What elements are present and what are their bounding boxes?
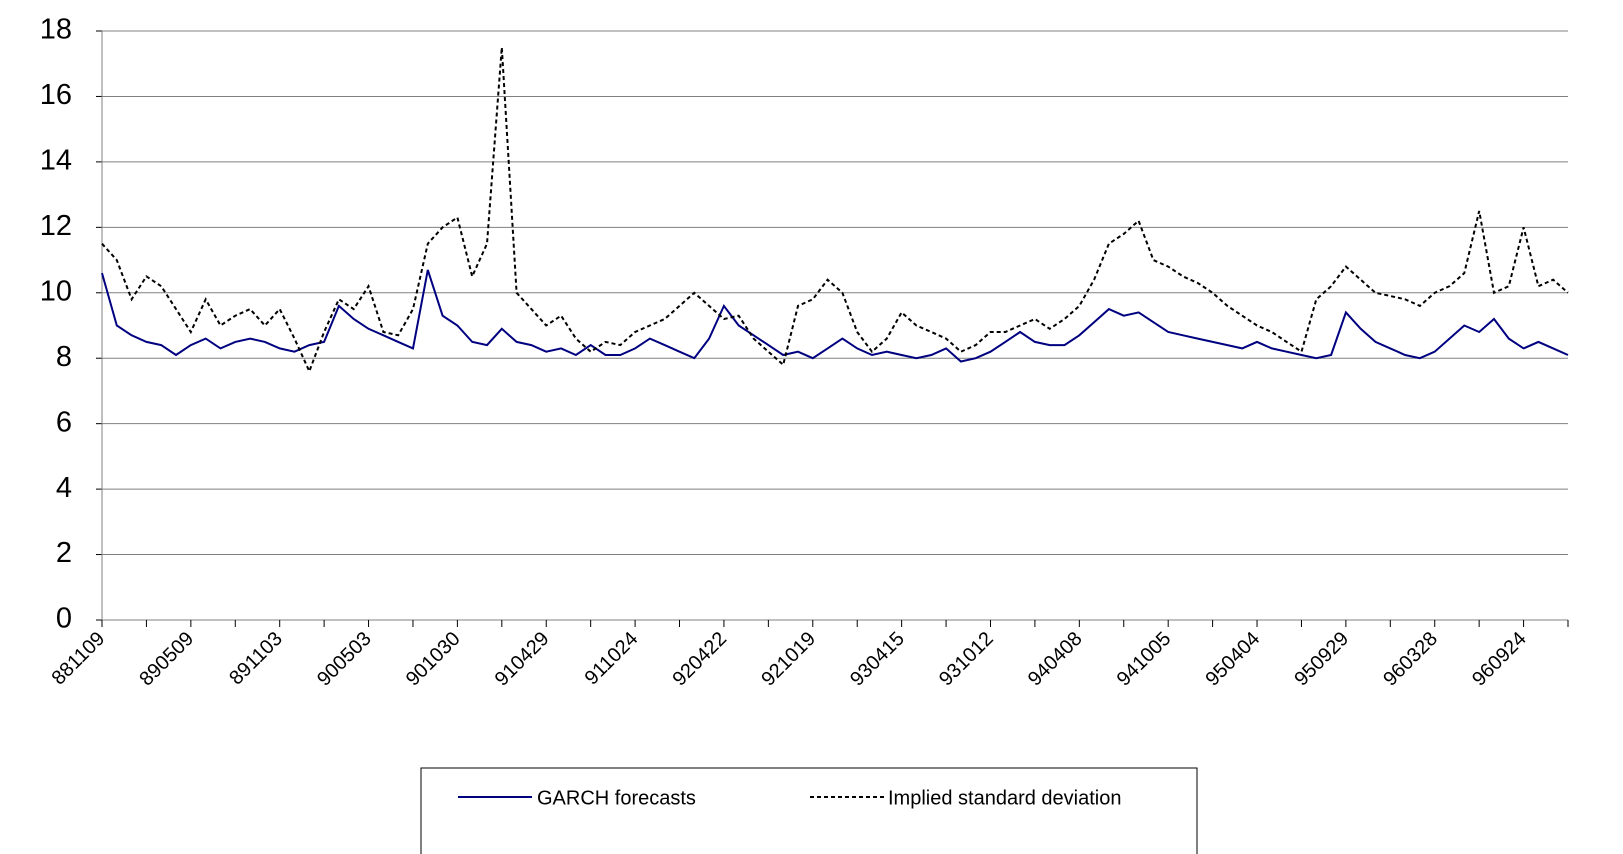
legend-label: Implied standard deviation <box>888 787 1121 809</box>
x-tick-label: 920422 <box>668 628 731 691</box>
y-tick-label: 6 <box>56 406 72 438</box>
x-tick-label: 881109 <box>48 628 110 690</box>
legend-box <box>420 767 1198 854</box>
y-tick-label: 16 <box>40 79 72 111</box>
y-tick-label: 10 <box>40 275 72 307</box>
y-tick-label: 0 <box>56 603 72 635</box>
x-tick-label: 930415 <box>846 628 909 691</box>
x-tick-label: 921019 <box>757 628 820 691</box>
y-tick-label: 14 <box>40 145 72 177</box>
y-tick-label: 2 <box>56 537 72 569</box>
y-tick-label: 12 <box>40 210 72 242</box>
legend-label: GARCH forecasts <box>537 787 696 809</box>
x-tick-label: 950929 <box>1290 628 1353 691</box>
x-tick-label: 910429 <box>491 628 554 691</box>
y-tick-label: 4 <box>56 472 72 504</box>
x-tick-label: 911024 <box>581 628 643 690</box>
x-tick-label: 950404 <box>1202 628 1265 691</box>
x-tick-label: 891103 <box>225 628 287 690</box>
x-tick-label: 940408 <box>1024 628 1087 691</box>
line-series <box>101 47 1569 374</box>
line-series <box>101 269 1569 363</box>
x-tick-label: 901030 <box>402 628 465 691</box>
x-tick-label: 960924 <box>1468 628 1531 691</box>
x-tick-label: 890509 <box>135 628 198 691</box>
x-tick-label: 960328 <box>1379 628 1442 691</box>
x-tick-label: 941005 <box>1113 628 1176 691</box>
x-tick-label: 900503 <box>313 628 376 691</box>
y-tick-label: 18 <box>40 14 72 46</box>
x-tick-label: 931012 <box>935 628 998 691</box>
y-tick-label: 8 <box>56 341 72 373</box>
